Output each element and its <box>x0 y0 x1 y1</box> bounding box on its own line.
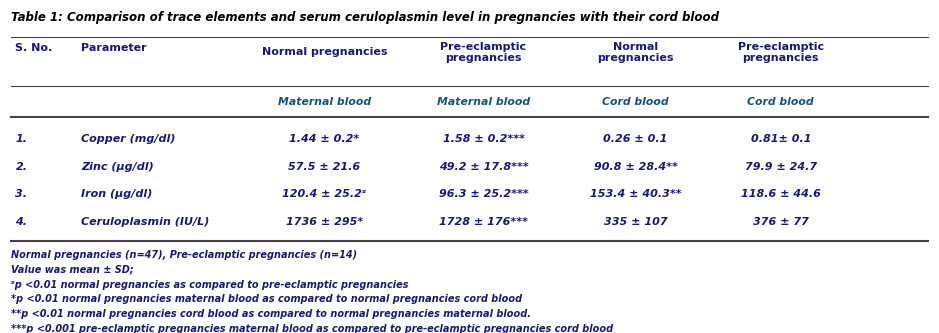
Text: 120.4 ± 25.2ˢ: 120.4 ± 25.2ˢ <box>283 189 366 199</box>
Text: ˢp <0.01 normal pregnancies as compared to pre-eclamptic pregnancies: ˢp <0.01 normal pregnancies as compared … <box>10 279 408 289</box>
Text: Parameter: Parameter <box>81 43 146 53</box>
Text: 376 ± 77: 376 ± 77 <box>753 217 808 227</box>
Text: 57.5 ± 21.6: 57.5 ± 21.6 <box>288 162 361 171</box>
Text: 2.: 2. <box>15 162 27 171</box>
Text: 1736 ± 295*: 1736 ± 295* <box>285 217 363 227</box>
Text: 96.3 ± 25.2***: 96.3 ± 25.2*** <box>439 189 529 199</box>
Text: **p <0.01 normal pregnancies cord blood as compared to normal pregnancies matern: **p <0.01 normal pregnancies cord blood … <box>10 309 531 319</box>
Text: 49.2 ± 17.8***: 49.2 ± 17.8*** <box>439 162 529 171</box>
Text: Normal
pregnancies: Normal pregnancies <box>597 42 674 63</box>
Text: 335 ± 107: 335 ± 107 <box>604 217 668 227</box>
Text: Ceruloplasmin (IU/L): Ceruloplasmin (IU/L) <box>81 217 209 227</box>
Text: Zinc (μg/dl): Zinc (μg/dl) <box>81 162 154 171</box>
Text: 90.8 ± 28.4**: 90.8 ± 28.4** <box>593 162 678 171</box>
Text: Value was mean ± SD;: Value was mean ± SD; <box>10 265 133 275</box>
Text: Pre-eclamptic
pregnancies: Pre-eclamptic pregnancies <box>440 42 527 63</box>
Text: 1728 ± 176***: 1728 ± 176*** <box>439 217 528 227</box>
Text: *p <0.01 normal pregnancies maternal blood as compared to normal pregnancies cor: *p <0.01 normal pregnancies maternal blo… <box>10 294 522 304</box>
Text: 79.9 ± 24.7: 79.9 ± 24.7 <box>745 162 817 171</box>
Text: Iron (μg/dl): Iron (μg/dl) <box>81 189 152 199</box>
Text: 4.: 4. <box>15 217 27 227</box>
Text: 153.4 ± 40.3**: 153.4 ± 40.3** <box>590 189 682 199</box>
Text: Pre-eclamptic
pregnancies: Pre-eclamptic pregnancies <box>738 42 824 63</box>
Text: S. No.: S. No. <box>15 43 53 53</box>
Text: Table 1: Comparison of trace elements and serum ceruloplasmin level in pregnanci: Table 1: Comparison of trace elements an… <box>10 11 718 24</box>
Text: Copper (mg/dl): Copper (mg/dl) <box>81 134 176 144</box>
Text: Cord blood: Cord blood <box>602 97 669 107</box>
Text: 0.26 ± 0.1: 0.26 ± 0.1 <box>604 134 668 144</box>
Text: Normal pregnancies (n=47), Pre-eclamptic pregnancies (n=14): Normal pregnancies (n=47), Pre-eclamptic… <box>10 250 357 260</box>
Text: 1.: 1. <box>15 134 27 144</box>
Text: ***p <0.001 pre-eclamptic pregnancies maternal blood as compared to pre-eclampti: ***p <0.001 pre-eclamptic pregnancies ma… <box>10 324 613 333</box>
Text: Maternal blood: Maternal blood <box>437 97 531 107</box>
Text: 118.6 ± 44.6: 118.6 ± 44.6 <box>741 189 821 199</box>
Text: 0.81± 0.1: 0.81± 0.1 <box>750 134 811 144</box>
Text: Normal pregnancies: Normal pregnancies <box>262 47 387 57</box>
Text: Cord blood: Cord blood <box>747 97 814 107</box>
Text: 1.44 ± 0.2*: 1.44 ± 0.2* <box>289 134 360 144</box>
Text: 1.58 ± 0.2***: 1.58 ± 0.2*** <box>442 134 525 144</box>
Text: 3.: 3. <box>15 189 27 199</box>
Text: Maternal blood: Maternal blood <box>278 97 371 107</box>
